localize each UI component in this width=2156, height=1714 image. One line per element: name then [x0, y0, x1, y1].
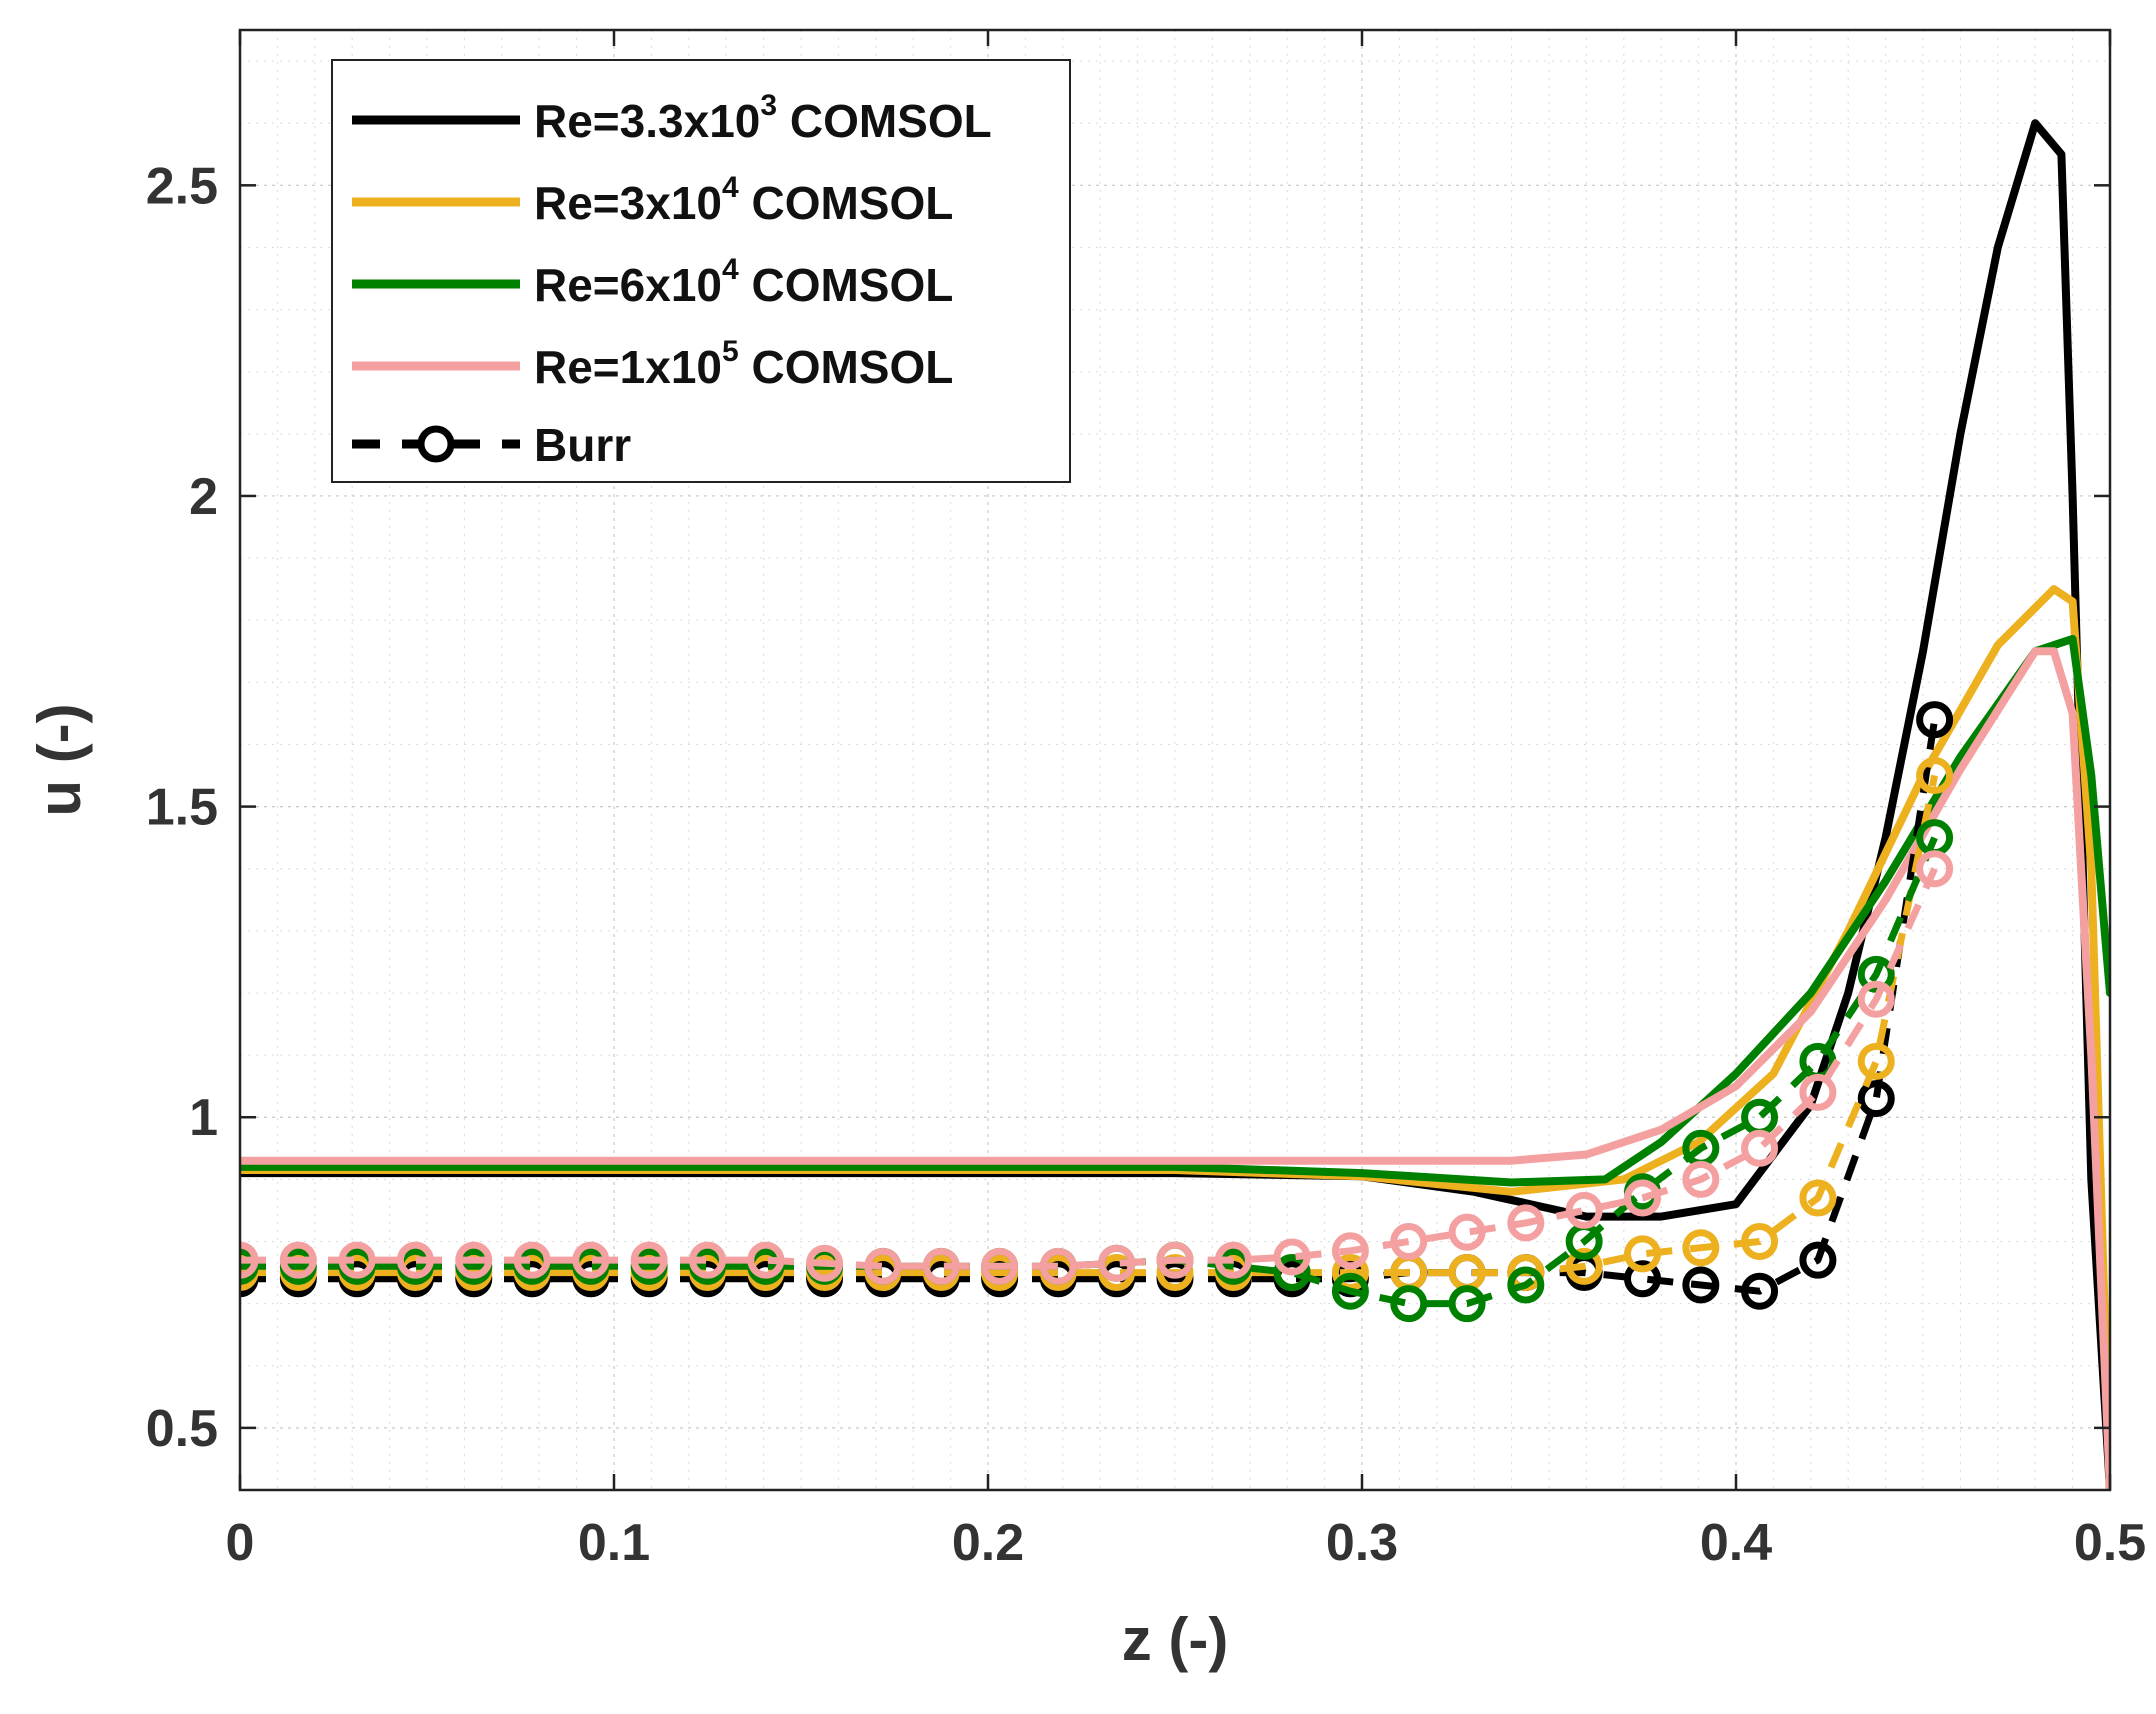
- burr-point: [1273, 1238, 1311, 1276]
- y-tick-label: 2.5: [146, 157, 218, 215]
- x-tick-label: 0.1: [578, 1514, 650, 1572]
- burr-point: [1857, 980, 1895, 1018]
- burr-point: [240, 1241, 259, 1279]
- y-tick-label: 0.5: [146, 1400, 218, 1458]
- legend-label-re-60000: Re=6x104 COMSOL: [534, 253, 953, 311]
- burr-point: [806, 1244, 844, 1282]
- burr-point: [1507, 1204, 1545, 1242]
- burr-line-3: [240, 867, 1938, 1270]
- burr-point: [1565, 1191, 1603, 1229]
- legend-label-re-30000: Re=3x104 COMSOL: [534, 171, 953, 229]
- y-axis-label: u (-): [26, 703, 93, 816]
- x-axis-label: z (-): [1122, 1606, 1229, 1673]
- legend: Re=3.3x103 COMSOL Re=3x104 COMSOL Re=6x1…: [331, 59, 1071, 483]
- burr-point: [279, 1241, 317, 1279]
- burr-point: [1799, 1179, 1837, 1217]
- legend-label-burr: Burr: [534, 419, 631, 471]
- y-tick-label: 1: [189, 1089, 218, 1147]
- legend-box: [331, 59, 1071, 483]
- burr-point: [981, 1247, 1019, 1285]
- burr-point: [1799, 1241, 1837, 1279]
- y-tick-label: 2: [189, 468, 218, 526]
- x-tick-label: 0.2: [952, 1514, 1024, 1572]
- legend-label-suffix: COMSOL: [739, 259, 954, 311]
- tick-labels: 0 0.1 0.2 0.3 0.4 0.5 0.5 1 1.5 2 2.5: [146, 157, 2146, 1572]
- burr-point: [1214, 1241, 1252, 1279]
- burr-point: [1390, 1285, 1428, 1323]
- x-tick-label: 0.5: [2074, 1514, 2146, 1572]
- burr-point: [747, 1241, 785, 1279]
- legend-marker-burr: [417, 425, 455, 463]
- legend-label-prefix: Re=6x10: [534, 259, 722, 311]
- burr-series: [240, 701, 1954, 1323]
- axis-ticks: [238, 30, 2112, 1490]
- burr-point: [1857, 1080, 1895, 1118]
- legend-label-prefix: Re=3x10: [534, 177, 722, 229]
- burr-point: [513, 1241, 551, 1279]
- burr-point: [1682, 1229, 1720, 1267]
- burr-point: [922, 1247, 960, 1285]
- x-tick-label: 0.4: [1700, 1514, 1772, 1572]
- legend-label-prefix: Re=3.3x10: [534, 95, 760, 147]
- legend-label-exponent: 4: [722, 171, 739, 204]
- legend-label-suffix: COMSOL: [739, 341, 954, 393]
- x-tick-label: 0: [226, 1514, 255, 1572]
- legend-label-re-3300: Re=3.3x103 COMSOL: [534, 89, 992, 147]
- burr-point: [1682, 1160, 1720, 1198]
- burr-point: [1799, 1073, 1837, 1111]
- legend-label-prefix: Re=1x10: [534, 341, 722, 393]
- legend-label-re-100000: Re=1x105 COMSOL: [534, 335, 953, 393]
- legend-label-exponent: 5: [722, 335, 739, 368]
- burr-point: [396, 1241, 434, 1279]
- burr-point: [1916, 850, 1954, 888]
- burr-point: [572, 1241, 610, 1279]
- burr-point: [1857, 955, 1895, 993]
- comsol-series: [240, 119, 2110, 1490]
- burr-point: [338, 1241, 376, 1279]
- burr-point: [1624, 1260, 1661, 1298]
- y-tick-label: 1.5: [146, 779, 218, 837]
- legend-label-suffix: COMSOL: [777, 95, 992, 147]
- burr-point: [1565, 1247, 1603, 1285]
- burr-point: [1624, 1179, 1661, 1217]
- burr-point: [1624, 1235, 1661, 1273]
- legend-label-exponent: 4: [722, 253, 739, 286]
- burr-point: [1331, 1232, 1369, 1270]
- burr-point: [1741, 1272, 1779, 1310]
- burr-point: [1273, 1254, 1311, 1292]
- burr-point: [1857, 1042, 1895, 1080]
- burr-point: [1448, 1213, 1486, 1251]
- burr-point: [1331, 1272, 1369, 1310]
- comsol-line-3: [240, 647, 2110, 1490]
- burr-point: [1098, 1244, 1136, 1282]
- burr-point: [1916, 757, 1954, 795]
- burr-point: [1916, 701, 1954, 739]
- burr-point: [1039, 1247, 1077, 1285]
- burr-point: [1682, 1266, 1720, 1304]
- burr-point: [630, 1241, 668, 1279]
- burr-point: [1156, 1241, 1194, 1279]
- burr-point: [1507, 1266, 1545, 1304]
- burr-point: [1390, 1222, 1428, 1260]
- plot-frame: [238, 28, 2112, 1492]
- legend-label-exponent: 3: [760, 89, 777, 122]
- burr-point: [455, 1241, 493, 1279]
- burr-point: [864, 1247, 902, 1285]
- legend-label-suffix: COMSOL: [739, 177, 954, 229]
- burr-point: [689, 1241, 726, 1279]
- x-tick-label: 0.3: [1326, 1514, 1398, 1572]
- burr-point: [1741, 1129, 1779, 1167]
- burr-point: [1448, 1285, 1486, 1323]
- burr-point: [1741, 1222, 1779, 1260]
